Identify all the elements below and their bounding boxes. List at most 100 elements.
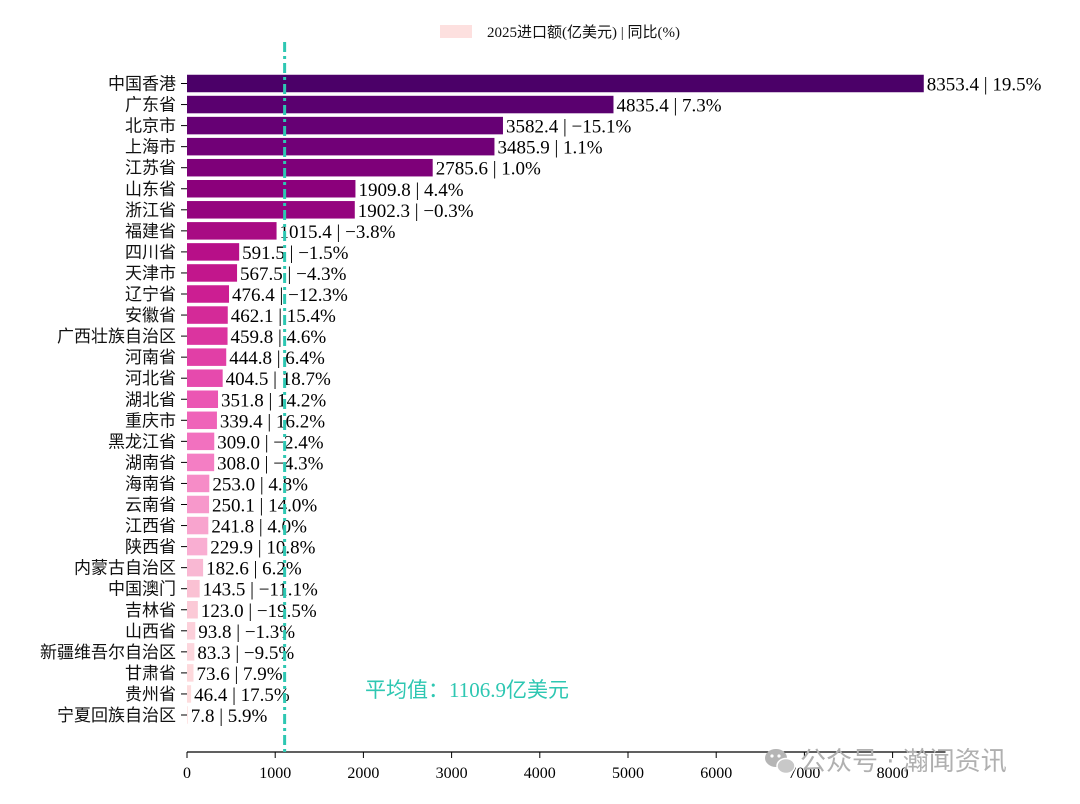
bars-group — [187, 74, 924, 724]
value-label: 1902.3 | −0.3% — [358, 201, 474, 222]
category-label: 黑龙江省 — [108, 432, 176, 452]
category-label: 海南省 — [125, 474, 176, 494]
category-label: 宁夏回族自治区 — [57, 706, 176, 726]
bar — [187, 264, 238, 282]
value-label: 476.4 | −12.3% — [232, 285, 348, 306]
x-tick-label: 7000 — [788, 765, 820, 782]
bar — [187, 685, 192, 703]
x-tick-label: 8000 — [877, 765, 909, 782]
value-label: 351.8 | 14.2% — [221, 390, 326, 411]
bar — [187, 243, 240, 261]
legend-label: 2025进口额(亿美元) | 同比(%) — [487, 24, 680, 41]
x-tick-label: 5000 — [612, 765, 644, 782]
x-axis: 0 1000 2000 3000 4000 5000 6000 7000 8000 — [183, 751, 946, 782]
bar — [187, 180, 356, 198]
wechat-icon — [765, 749, 796, 775]
category-label: 中国澳门 — [108, 580, 176, 600]
value-label: 253.0 | 4.8% — [212, 474, 308, 495]
value-label: 4835.4 | 7.3% — [616, 96, 721, 117]
value-label: 339.4 | 16.2% — [220, 411, 325, 432]
category-label: 上海市 — [125, 138, 176, 158]
category-label: 河北省 — [125, 369, 176, 389]
bar — [187, 348, 227, 366]
category-label: 吉林省 — [125, 601, 176, 621]
category-label: 甘肃省 — [125, 664, 176, 684]
category-labels: 中国香港广东省北京市上海市江苏省山东省浙江省福建省四川省天津市辽宁省安徽省广西壮… — [40, 75, 187, 726]
bar — [187, 306, 228, 324]
bar — [187, 390, 219, 408]
watermark: 公众号 · 瀚闻资讯 — [765, 747, 1007, 777]
category-label: 江苏省 — [125, 159, 176, 179]
value-labels: 8353.4 | 19.5% 4835.4 | 7.3%3582.4 | −15.… — [191, 75, 1042, 728]
bar — [187, 285, 230, 303]
value-label: 46.4 | 17.5% — [194, 685, 290, 706]
value-label: 93.8 | −1.3% — [198, 622, 295, 643]
category-label: 广东省 — [125, 96, 176, 116]
bar — [187, 474, 210, 493]
x-tick-label: 4000 — [524, 765, 556, 782]
category-label: 福建省 — [125, 222, 176, 242]
value-label: 241.8 | 4.0% — [211, 517, 307, 538]
bar — [187, 453, 215, 472]
bar — [187, 601, 198, 619]
category-label: 辽宁省 — [125, 285, 176, 305]
bar — [187, 95, 614, 114]
bar — [187, 201, 355, 219]
value-label: 308.0 | −4.3% — [217, 453, 324, 474]
category-label: 四川省 — [125, 243, 176, 263]
value-label: 250.1 | 14.0% — [212, 496, 317, 517]
value-label: 229.9 | 10.8% — [210, 538, 315, 559]
category-label: 广西壮族自治区 — [57, 327, 176, 347]
bar — [187, 432, 215, 451]
category-label: 湖北省 — [125, 390, 176, 410]
value-label: 591.5 | −1.5% — [242, 243, 349, 264]
category-label: 重庆市 — [125, 411, 176, 431]
value-label: 143.5 | −11.1% — [203, 580, 318, 601]
bar — [187, 622, 196, 640]
category-label: 河南省 — [125, 348, 176, 368]
value-label: 83.3 | −9.5% — [197, 643, 294, 664]
value-label: 123.0 | −19.5% — [201, 601, 317, 622]
bar — [187, 158, 433, 177]
bar — [187, 643, 195, 661]
category-label: 安徽省 — [125, 306, 176, 326]
bar — [187, 558, 204, 577]
value-label: 3582.4 | −15.1% — [506, 117, 632, 138]
bar — [187, 579, 200, 598]
bar — [187, 516, 209, 535]
category-label: 北京市 — [125, 117, 176, 137]
legend-swatch — [440, 25, 472, 38]
legend: 2025进口额(亿美元) | 同比(%) — [440, 24, 680, 41]
value-label: 73.6 | 7.9% — [196, 664, 282, 685]
value-label: 7.8 | 5.9% — [191, 706, 268, 727]
bar — [187, 222, 277, 240]
value-label: 459.8 | 4.6% — [231, 327, 327, 348]
value-label: 8353.4 | 19.5% — [927, 75, 1042, 96]
average-annotation: 平均值：1106.9亿美元 — [365, 678, 569, 702]
category-label: 山西省 — [125, 622, 176, 642]
value-label: 1909.8 | 4.4% — [358, 180, 463, 201]
bar — [187, 495, 210, 514]
value-label: 3485.9 | 1.1% — [497, 138, 602, 159]
category-label: 江西省 — [125, 517, 176, 537]
bar — [187, 137, 495, 156]
bar — [187, 537, 208, 556]
bar — [187, 74, 924, 93]
category-label: 新疆维吾尔自治区 — [40, 643, 176, 663]
category-label: 湖南省 — [125, 453, 176, 473]
value-label: 2785.6 | 1.0% — [436, 159, 541, 180]
value-label: 444.8 | 6.4% — [229, 348, 325, 369]
category-label: 陕西省 — [125, 538, 176, 558]
category-label: 云南省 — [125, 496, 176, 516]
bar — [187, 116, 503, 135]
value-label: 309.0 | −2.4% — [217, 432, 324, 453]
category-label: 天津市 — [125, 264, 176, 284]
category-label: 贵州省 — [125, 685, 176, 705]
x-tick-label: 3000 — [436, 765, 468, 782]
bar — [187, 411, 217, 430]
x-tick-label: 0 — [183, 765, 191, 782]
category-label: 浙江省 — [125, 201, 176, 221]
value-label: 567.5 | −4.3% — [240, 264, 347, 285]
x-tick-label: 6000 — [700, 765, 732, 782]
